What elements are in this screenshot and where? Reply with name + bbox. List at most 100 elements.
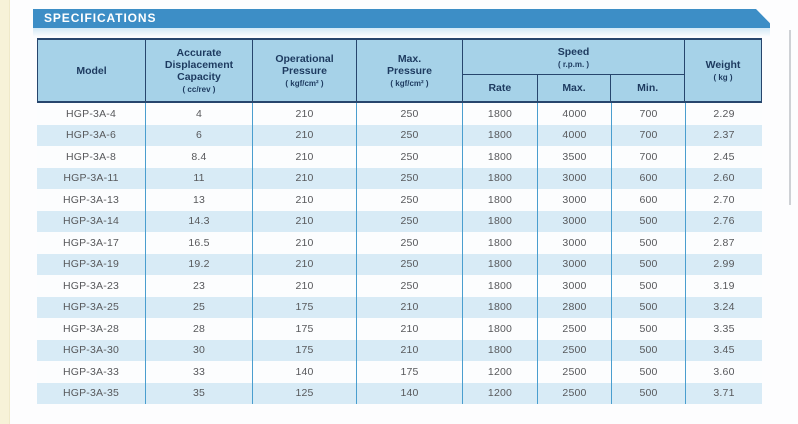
table-row: HGP-3A-13 13 210 250 1800 3000 600 2.70 bbox=[37, 189, 762, 211]
value-cell: 1800 bbox=[462, 232, 537, 254]
table-header: Model Accurate Displacement Capacity ( c… bbox=[37, 38, 762, 103]
value-cell: 2800 bbox=[537, 296, 611, 318]
value-cell: 1800 bbox=[462, 318, 537, 340]
value-cell: 500 bbox=[611, 232, 685, 254]
value-cell: 210 bbox=[252, 253, 356, 275]
model-cell: HGP-3A-33 bbox=[62, 365, 120, 378]
value-cell: 700 bbox=[611, 124, 685, 146]
table-row: HGP-3A-17 16.5 210 250 1800 3000 500 2.87 bbox=[37, 232, 762, 254]
value-cell: 8.4 bbox=[145, 146, 252, 168]
value-cell: 210 bbox=[356, 296, 462, 318]
value-cell: 30 bbox=[145, 339, 252, 361]
value-cell: 1800 bbox=[462, 167, 537, 189]
model-cell: HGP-3A-11 bbox=[63, 172, 119, 185]
value-cell: 250 bbox=[356, 189, 462, 211]
value-cell: 2.29 bbox=[685, 103, 762, 125]
value-cell: 1800 bbox=[462, 253, 537, 275]
value-cell: 175 bbox=[252, 339, 356, 361]
value-cell: 3.71 bbox=[685, 382, 762, 404]
value-cell: 11 bbox=[145, 167, 252, 189]
value-cell: 250 bbox=[356, 124, 462, 146]
value-cell: 2.87 bbox=[685, 232, 762, 254]
page-edge-line bbox=[789, 30, 791, 205]
value-cell: 1800 bbox=[462, 210, 537, 232]
value-cell: 1800 bbox=[462, 146, 537, 168]
value-cell: 2.70 bbox=[685, 189, 762, 211]
value-cell: 25 bbox=[145, 296, 252, 318]
model-cell: HGP-3A-25 bbox=[62, 301, 120, 314]
value-cell: 500 bbox=[611, 339, 685, 361]
model-cell: HGP-3A-30 bbox=[62, 344, 120, 357]
value-cell: 3500 bbox=[537, 146, 611, 168]
value-cell: 1800 bbox=[462, 124, 537, 146]
value-cell: 1800 bbox=[462, 275, 537, 297]
value-cell: 250 bbox=[356, 232, 462, 254]
specifications-banner: SPECIFICATIONS bbox=[33, 9, 770, 28]
header-speed: Speed ( r.p.m. ) bbox=[463, 40, 684, 75]
value-cell: 210 bbox=[356, 318, 462, 340]
value-cell: 210 bbox=[252, 103, 356, 125]
value-cell: 600 bbox=[611, 167, 685, 189]
value-cell: 1800 bbox=[462, 103, 537, 125]
value-cell: 3000 bbox=[537, 167, 611, 189]
header-speed-min: Min. bbox=[610, 75, 684, 101]
value-cell: 140 bbox=[356, 382, 462, 404]
value-cell: 250 bbox=[356, 275, 462, 297]
header-operational-pressure-label: Operational Pressure bbox=[275, 53, 334, 77]
header-model-label: Model bbox=[76, 64, 107, 77]
value-cell: 2.45 bbox=[685, 146, 762, 168]
value-cell: 210 bbox=[252, 189, 356, 211]
value-cell: 3000 bbox=[537, 232, 611, 254]
value-cell: 1800 bbox=[462, 189, 537, 211]
value-cell: 2500 bbox=[537, 382, 611, 404]
value-cell: 2.60 bbox=[685, 167, 762, 189]
value-cell: 175 bbox=[356, 361, 462, 383]
value-cell: 250 bbox=[356, 210, 462, 232]
specifications-table: Model Accurate Displacement Capacity ( c… bbox=[37, 38, 762, 404]
header-max-pressure-label: Max. Pressure bbox=[387, 53, 432, 77]
value-cell: 250 bbox=[356, 103, 462, 125]
value-cell: 210 bbox=[252, 124, 356, 146]
model-cell: HGP-3A-19 bbox=[62, 258, 120, 271]
model-cell: HGP-3A-4 bbox=[65, 107, 117, 120]
model-cell: HGP-3A-17 bbox=[62, 236, 120, 249]
header-operational-pressure: Operational Pressure ( kgf/cm² ) bbox=[252, 40, 356, 101]
value-cell: 500 bbox=[611, 253, 685, 275]
value-cell: 1200 bbox=[462, 361, 537, 383]
header-capacity-unit: ( cc/rev ) bbox=[182, 85, 216, 94]
page-title: SPECIFICATIONS bbox=[44, 11, 157, 25]
header-max-pressure: Max. Pressure ( kgf/cm² ) bbox=[356, 40, 462, 101]
value-cell: 700 bbox=[611, 146, 685, 168]
value-cell: 3000 bbox=[537, 275, 611, 297]
value-cell: 3000 bbox=[537, 253, 611, 275]
value-cell: 210 bbox=[252, 275, 356, 297]
value-cell: 4 bbox=[145, 103, 252, 125]
value-cell: 500 bbox=[611, 296, 685, 318]
value-cell: 1200 bbox=[462, 382, 537, 404]
value-cell: 19.2 bbox=[145, 253, 252, 275]
value-cell: 4000 bbox=[537, 124, 611, 146]
value-cell: 3.19 bbox=[685, 275, 762, 297]
value-cell: 3000 bbox=[537, 189, 611, 211]
value-cell: 210 bbox=[252, 167, 356, 189]
value-cell: 2500 bbox=[537, 339, 611, 361]
value-cell: 35 bbox=[145, 382, 252, 404]
value-cell: 4000 bbox=[537, 103, 611, 125]
value-cell: 250 bbox=[356, 146, 462, 168]
model-cell: HGP-3A-8 bbox=[65, 150, 117, 163]
value-cell: 2.76 bbox=[685, 210, 762, 232]
table-row: HGP-3A-11 11 210 250 1800 3000 600 2.60 bbox=[37, 167, 762, 189]
header-operational-pressure-unit: ( kgf/cm² ) bbox=[285, 79, 324, 88]
header-model: Model bbox=[38, 40, 145, 101]
model-cell: HGP-3A-28 bbox=[62, 322, 120, 335]
value-cell: 140 bbox=[252, 361, 356, 383]
value-cell: 700 bbox=[611, 103, 685, 125]
value-cell: 500 bbox=[611, 275, 685, 297]
value-cell: 500 bbox=[611, 318, 685, 340]
table-row: HGP-3A-14 14.3 210 250 1800 3000 500 2.76 bbox=[37, 210, 762, 232]
banner-glow bbox=[33, 28, 770, 37]
value-cell: 2.99 bbox=[685, 253, 762, 275]
model-cell: HGP-3A-13 bbox=[62, 193, 120, 206]
value-cell: 23 bbox=[145, 275, 252, 297]
